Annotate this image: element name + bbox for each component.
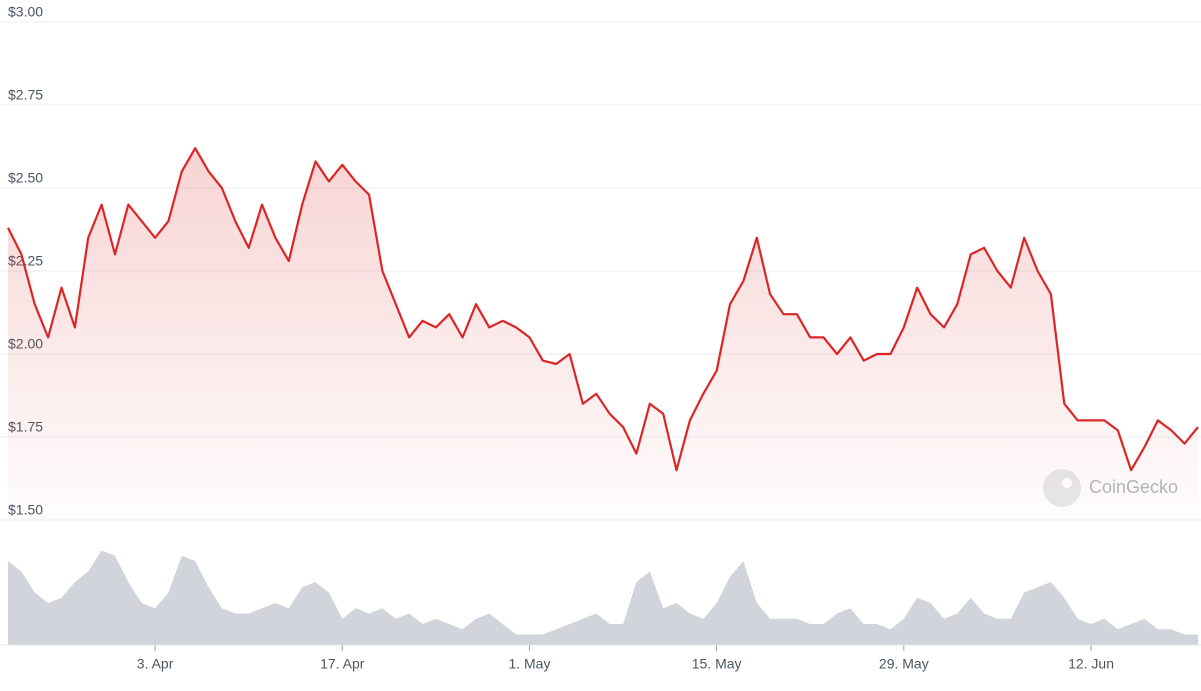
plot: $1.50$1.75$2.00$2.25$2.50$2.75$3.003. Ap… bbox=[0, 4, 1201, 672]
x-tick-label: 1. May bbox=[508, 656, 550, 672]
y-tick-label: $3.00 bbox=[8, 4, 43, 20]
watermark-logo bbox=[1043, 469, 1081, 507]
x-tick-label: 12. Jun bbox=[1068, 656, 1114, 672]
price-area bbox=[8, 148, 1198, 520]
watermark: CoinGecko bbox=[1089, 477, 1178, 497]
x-tick-label: 29. May bbox=[879, 656, 929, 672]
price-line bbox=[7, 147, 1199, 472]
x-tick-label: 3. Apr bbox=[137, 656, 174, 672]
y-tick-label: $2.50 bbox=[8, 170, 43, 186]
y-tick-label: $2.75 bbox=[8, 87, 43, 103]
volume-area bbox=[8, 550, 1198, 645]
x-tick-label: 17. Apr bbox=[320, 656, 365, 672]
x-tick-label: 15. May bbox=[692, 656, 742, 672]
